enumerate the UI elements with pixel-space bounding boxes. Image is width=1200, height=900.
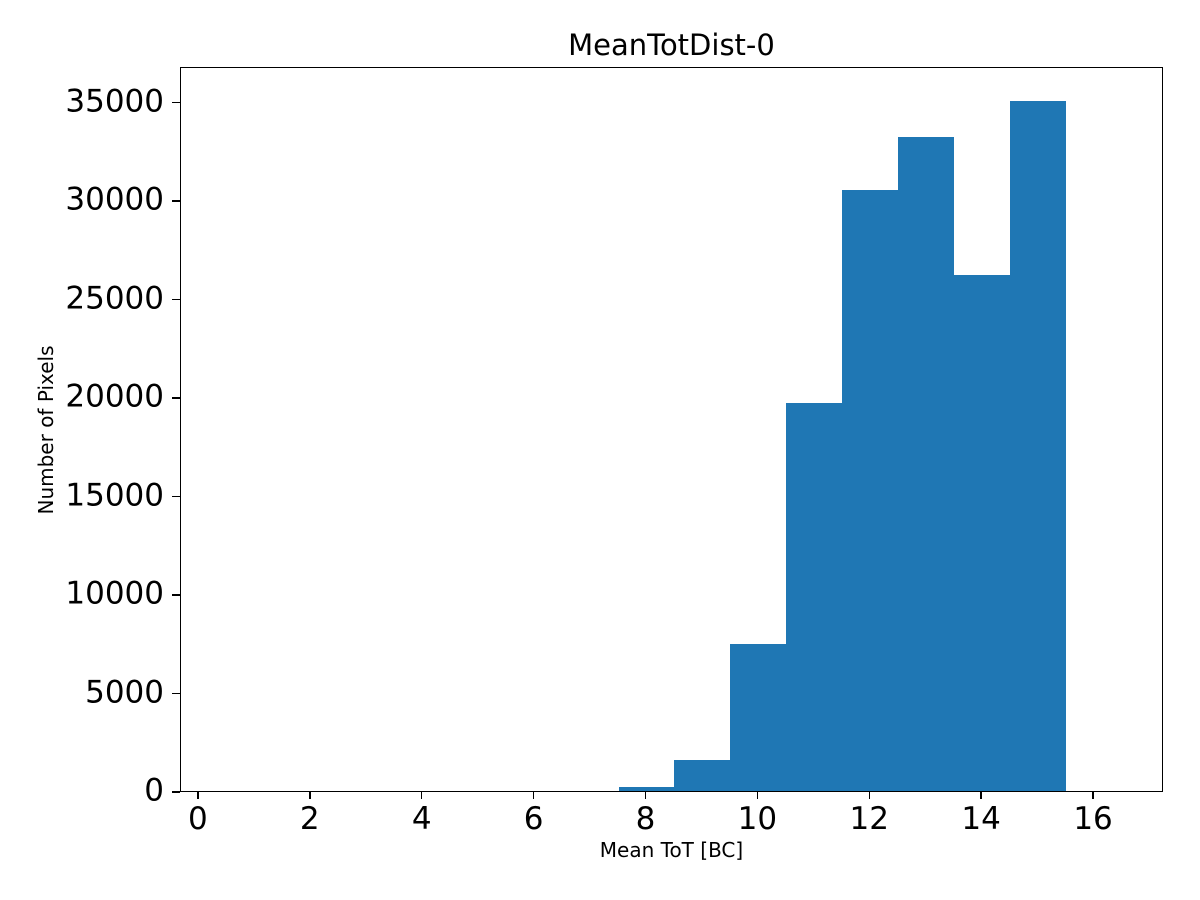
x-tick — [197, 791, 199, 799]
x-tick — [756, 791, 759, 799]
x-tick — [309, 791, 311, 799]
plot-area — [180, 67, 1163, 792]
histogram-bar — [1010, 100, 1067, 791]
y-tick — [172, 495, 180, 498]
histogram-bar — [954, 275, 1011, 791]
histogram-bar — [674, 760, 731, 791]
x-tick — [532, 791, 535, 799]
x-tick — [868, 791, 871, 799]
x-tick-label: 2 — [299, 801, 320, 837]
histogram-bar — [618, 787, 675, 791]
x-tick-label: 10 — [737, 801, 778, 837]
x-tick — [420, 791, 423, 799]
x-tick-label: 4 — [411, 801, 432, 837]
y-tick — [172, 200, 180, 202]
y-tick — [172, 692, 180, 695]
x-tick-label: 16 — [1073, 801, 1113, 837]
x-tick-label: 6 — [523, 801, 544, 837]
y-tick — [172, 791, 180, 793]
y-tick-label: 0 — [144, 772, 164, 809]
chart-title: MeanTotDist-0 — [568, 28, 775, 62]
x-tick-label: 14 — [961, 801, 1001, 837]
y-tick — [172, 397, 180, 399]
histogram-bar — [842, 189, 899, 791]
x-tick-label: 0 — [188, 801, 208, 837]
y-tick-label: 5000 — [85, 674, 164, 711]
histogram-bars — [181, 68, 1162, 791]
y-tick-label: 25000 — [65, 280, 164, 317]
y-tick — [172, 101, 180, 104]
x-tick — [980, 791, 982, 799]
y-axis-label: Number of Pixels — [34, 345, 58, 515]
y-tick-label: 35000 — [65, 83, 164, 120]
y-tick-label: 30000 — [65, 181, 164, 218]
x-tick — [644, 791, 647, 799]
y-tick-label: 15000 — [65, 477, 164, 514]
y-tick — [172, 594, 180, 596]
histogram-bar — [898, 137, 955, 791]
x-tick-label: 12 — [849, 801, 889, 837]
histogram-bar — [786, 403, 843, 791]
y-tick-label: 20000 — [65, 378, 164, 415]
y-tick-label: 10000 — [65, 575, 164, 612]
x-tick — [1092, 791, 1094, 799]
x-axis-label: Mean ToT [BC] — [599, 838, 744, 862]
histogram-bar — [730, 643, 787, 791]
x-tick-label: 8 — [635, 801, 656, 837]
y-tick — [172, 298, 180, 301]
